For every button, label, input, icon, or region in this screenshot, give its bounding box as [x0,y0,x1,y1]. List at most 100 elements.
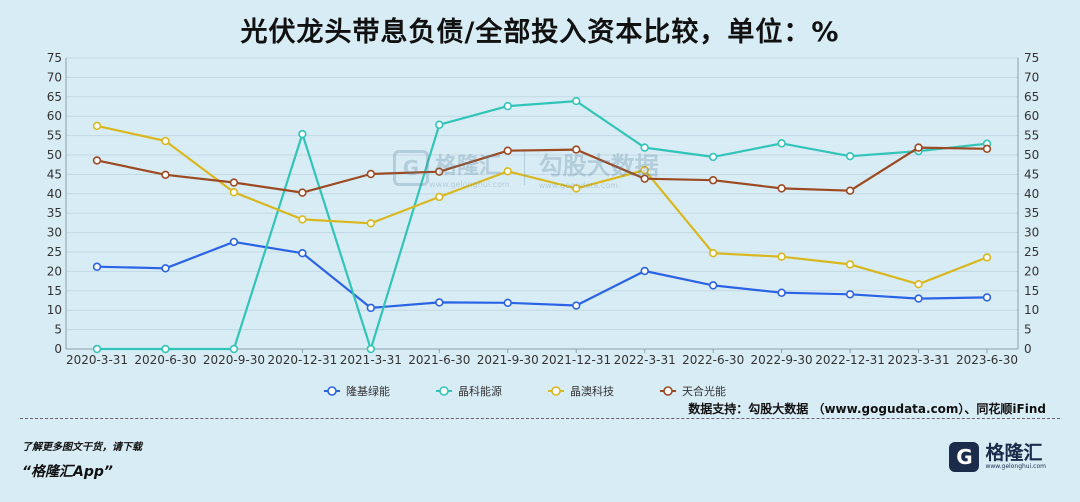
x-tick-label: 2021-6-30 [408,353,470,367]
watermark-name-2: 勾股大数据 [538,152,659,180]
data-point [914,143,923,152]
y-tick-label-left: 40 [47,187,62,201]
data-point [298,215,307,224]
legend-swatch-marker [327,386,337,396]
x-tick-label: 2020-12-31 [268,353,338,367]
watermark-separator [523,151,525,185]
y-tick-label-left: 35 [47,206,62,220]
legend-swatch-marker [439,386,449,396]
y-tick-label-right: 35 [1024,206,1039,220]
watermark-url: www.gelonghui.com [429,179,510,189]
y-tick-label-right: 50 [1024,148,1039,162]
data-point [298,248,307,258]
y-tick-label-right: 70 [1024,70,1039,84]
data-point [640,143,649,152]
data-point [92,344,102,354]
y-tick-label-left: 0 [54,342,62,356]
data-point [298,188,307,197]
data-point [982,293,992,302]
watermark-name: 格隆汇 [435,153,502,179]
data-point [435,192,444,202]
data-point [229,344,239,354]
data-point [229,188,239,197]
series-line [96,146,988,194]
data-point [845,290,855,299]
legend-swatch-marker [663,386,673,396]
data-point [572,145,581,154]
y-tick-label-left: 25 [47,245,62,259]
x-tick-label: 2022-3-31 [614,353,676,367]
y-tick-label-right: 5 [1024,323,1032,337]
data-point [982,144,992,153]
y-tick-label-left: 70 [47,70,62,84]
y-tick-label-right: 0 [1024,342,1032,356]
y-tick-label-left: 50 [47,148,62,162]
legend-label: 晶澳科技 [570,384,614,398]
data-point [503,101,512,111]
data-point [777,252,786,261]
data-point [92,262,102,271]
data-point [161,264,170,273]
data-point [640,174,649,183]
x-tick-label: 2022-9-30 [751,353,813,367]
y-tick-label-right: 30 [1024,226,1039,240]
y-tick-label-left: 55 [47,129,62,143]
data-point [435,167,444,176]
data-point [366,219,376,228]
data-point [640,266,649,276]
watermark: G 格隆汇 www.gelonghui.com 勾股大数据 www.goguda… [393,146,659,190]
series-line [96,124,988,286]
data-point [845,151,855,161]
y-tick-label-right: 65 [1024,90,1039,104]
data-point [708,248,718,258]
footer-app-name: “格隆汇App” [22,464,113,480]
series-line [96,240,988,309]
legend-swatch-marker [551,386,561,396]
data-point [982,253,992,262]
data-point [572,301,581,310]
brand-logo: G 格隆汇 www.gelonghui.com [949,440,1046,474]
data-point [161,170,170,179]
logo-url: www.gelonghui.com [985,463,1046,470]
y-tick-label-right: 60 [1024,109,1039,123]
x-tick-label: 2021-9-30 [477,353,539,367]
y-tick-label-right: 40 [1024,187,1039,201]
data-point [708,176,718,185]
data-point [92,121,102,131]
y-tick-label-left: 45 [47,167,62,181]
legend-label: 天合光能 [682,384,726,398]
logo-icon: G [949,442,980,472]
y-tick-label-right: 15 [1024,284,1039,298]
data-point [229,237,239,247]
x-tick-label: 2020-9-30 [203,353,265,367]
y-tick-label-left: 5 [54,323,62,337]
data-point [777,184,786,193]
x-tick-label: 2023-6-30 [956,353,1018,367]
y-tick-label-left: 15 [47,284,62,298]
data-point [572,96,581,106]
y-tick-label-left: 60 [47,109,62,123]
data-point [366,303,376,313]
x-tick-label: 2023-3-31 [887,353,949,367]
watermark-logo-icon: G [393,150,429,186]
data-point [914,294,923,303]
data-point [92,156,102,165]
y-tick-label-right: 45 [1024,167,1039,181]
y-tick-label-left: 30 [47,226,62,240]
data-point [435,120,444,129]
data-point [503,298,512,308]
x-tick-label: 2022-6-30 [682,353,744,367]
data-point [708,281,718,290]
data-point [435,298,444,307]
x-tick-label: 2021-12-31 [541,353,611,367]
x-tick-label: 2022-12-31 [815,353,885,367]
data-point [708,152,718,162]
y-tick-label-left: 10 [47,303,62,317]
y-tick-label-right: 75 [1024,51,1039,65]
data-point [298,129,307,139]
data-point [572,184,581,193]
y-tick-label-left: 75 [47,51,62,65]
x-tick-label: 2021-3-31 [340,353,402,367]
logo-name: 格隆汇 [985,442,1043,464]
